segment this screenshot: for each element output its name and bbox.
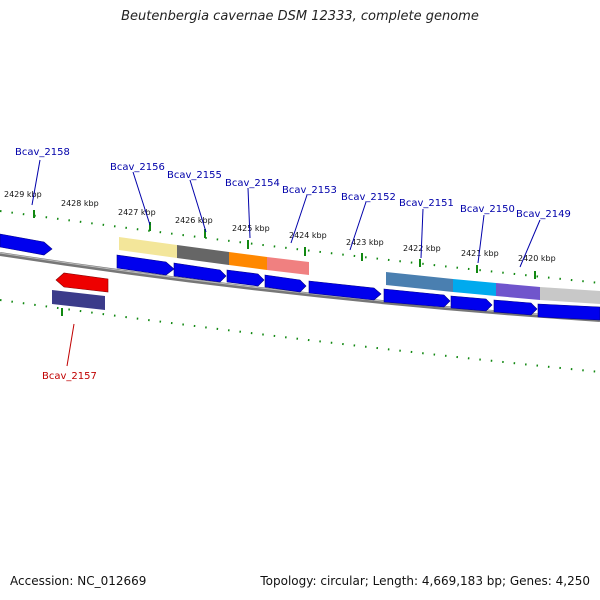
kbp-label: 2426 kbp: [175, 216, 213, 225]
genome-stats-text: Topology: circular; Length: 4,669,183 bp…: [260, 574, 590, 588]
gene-arrow-reverse: [55, 272, 109, 293]
major-ticks: [33, 210, 536, 316]
gene-label: Bcav_2151: [399, 198, 454, 209]
gene-label-reverse: Bcav_2157: [42, 371, 97, 382]
forward-genes: [0, 233, 600, 321]
gene-arrow-forward: [450, 295, 493, 312]
gene-label: Bcav_2150: [460, 204, 515, 215]
kbp-label: 2420 kbp: [518, 254, 556, 263]
gene-label: Bcav_2156: [110, 162, 165, 173]
gene-label: Bcav_2158: [15, 147, 70, 158]
accession-text: Accession: NC_012669: [10, 574, 147, 588]
gene-label: Bcav_2155: [167, 170, 222, 181]
kbp-label: 2425 kbp: [232, 224, 270, 233]
kbp-label: 2421 kbp: [461, 249, 499, 258]
gene-label: Bcav_2152: [341, 192, 396, 203]
kbp-label: 2423 kbp: [346, 238, 384, 247]
gene-label: Bcav_2154: [225, 178, 280, 189]
gene-arrow-forward: [264, 274, 307, 293]
gene-label: Bcav_2149: [516, 209, 571, 220]
feature-blocks: [52, 237, 600, 310]
gene-labels: Bcav_2158 Bcav_2156 Bcav_2155 Bcav_2154 …: [15, 147, 571, 382]
gene-arrow-forward: [493, 299, 538, 316]
gene-label: Bcav_2153: [282, 185, 337, 196]
gene-arrow-forward: [308, 280, 382, 301]
gene-arrow-forward: [116, 254, 175, 276]
gene-arrow-forward: [173, 262, 227, 283]
genome-title: Beutenbergia cavernae DSM 12333, complet…: [121, 9, 479, 24]
gene-arrow-forward: [537, 303, 600, 321]
gene-arrow-forward: [0, 233, 53, 256]
kbp-label: 2427 kbp: [118, 208, 156, 217]
kbp-label: 2424 kbp: [289, 231, 327, 240]
gene-arrow-forward: [383, 288, 451, 308]
label-leaders: [31, 159, 541, 367]
kbp-labels: 2429 kbp 2428 kbp 2427 kbp 2426 kbp 2425…: [4, 190, 556, 263]
gene-arrow-forward: [226, 269, 265, 287]
kbp-label: 2428 kbp: [61, 199, 99, 208]
kbp-label: 2429 kbp: [4, 190, 42, 199]
